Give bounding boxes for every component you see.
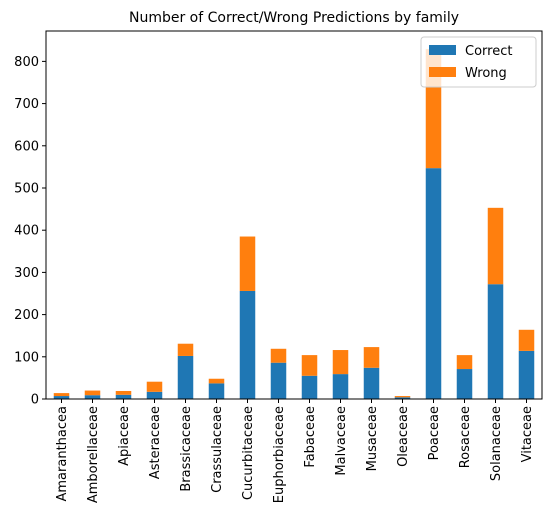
- bar-correct-cucurbitaceae: [240, 291, 256, 399]
- bar-wrong-cucurbitaceae: [240, 237, 256, 291]
- y-tick-label: 600: [14, 139, 39, 154]
- x-tick-label: Brassicaceae: [179, 406, 194, 492]
- bar-correct-rosaceae: [457, 369, 473, 399]
- bar-wrong-apiaceae: [116, 391, 132, 395]
- legend-label-correct: Correct: [465, 44, 512, 59]
- x-tick-label: Oleaceae: [396, 406, 411, 467]
- bar-wrong-vitaceae: [519, 330, 535, 351]
- x-tick-label: Euphorbiaceae: [272, 406, 287, 503]
- y-tick-label: 0: [31, 393, 39, 408]
- bar-wrong-fabaceae: [302, 355, 318, 376]
- bar-correct-amborellaceae: [85, 395, 101, 399]
- bar-correct-brassicaceae: [178, 356, 194, 399]
- bar-wrong-euphorbiaceae: [271, 349, 287, 363]
- bar-correct-fabaceae: [302, 376, 318, 399]
- x-tick-label: Amaranthacea: [55, 406, 70, 502]
- bar-correct-solanaceae: [488, 284, 504, 399]
- y-tick-label: 100: [14, 350, 39, 365]
- x-tick-label: Crassulaceae: [210, 406, 225, 493]
- legend-swatch-wrong: [429, 67, 456, 77]
- bar-wrong-crassulaceae: [209, 379, 225, 384]
- legend-label-wrong: Wrong: [465, 66, 507, 81]
- x-tick-label: Musaceae: [365, 406, 380, 471]
- bar-correct-apiaceae: [116, 395, 132, 399]
- bar-correct-crassulaceae: [209, 383, 225, 399]
- bar-wrong-musaceae: [364, 347, 380, 368]
- y-tick-label: 700: [14, 97, 39, 112]
- x-tick-label: Rosaceae: [458, 406, 473, 468]
- bar-wrong-amborellaceae: [85, 391, 101, 396]
- y-tick-label: 200: [14, 308, 39, 323]
- bar-correct-asteraceae: [147, 392, 163, 399]
- legend: Correct Wrong: [421, 37, 536, 87]
- y-tick-label: 400: [14, 224, 39, 239]
- x-tick-label: Malvaceae: [334, 406, 349, 476]
- bar-wrong-brassicaceae: [178, 344, 194, 356]
- y-tick-label: 500: [14, 181, 39, 196]
- bar-correct-vitaceae: [519, 351, 535, 399]
- axes-layer: 0 100 200 300 400 500 600 700 800 Amaranthacea Amb…: [14, 31, 542, 503]
- y-tick-label: 300: [14, 266, 39, 281]
- bar-correct-malvaceae: [333, 374, 349, 399]
- bar-wrong-oleaceae: [395, 396, 411, 397]
- x-tick-label: Asteraceae: [148, 406, 163, 479]
- x-tick-label: Apiaceae: [117, 406, 132, 466]
- bars-layer: [54, 49, 535, 399]
- legend-swatch-correct: [429, 45, 456, 55]
- bar-wrong-rosaceae: [457, 355, 473, 369]
- bar-wrong-amaranthacea: [54, 393, 70, 396]
- x-tick-label: Poaceae: [427, 406, 442, 460]
- x-tick-label: Cucurbitaceae: [241, 406, 256, 500]
- bar-correct-euphorbiaceae: [271, 363, 287, 399]
- bar-correct-musaceae: [364, 368, 380, 399]
- chart-title: Number of Correct/Wrong Predictions by f…: [129, 10, 459, 26]
- x-tick-label: Vitaceae: [520, 406, 535, 462]
- x-tick-label: Solanaceae: [489, 406, 504, 481]
- x-tick-label: Fabaceae: [303, 406, 318, 468]
- bar-wrong-solanaceae: [488, 208, 504, 284]
- bar-wrong-malvaceae: [333, 350, 349, 374]
- bar-wrong-asteraceae: [147, 382, 163, 392]
- x-tick-label: Amborellaceae: [86, 406, 101, 503]
- y-tick-label: 800: [14, 55, 39, 70]
- bar-correct-poaceae: [426, 168, 442, 399]
